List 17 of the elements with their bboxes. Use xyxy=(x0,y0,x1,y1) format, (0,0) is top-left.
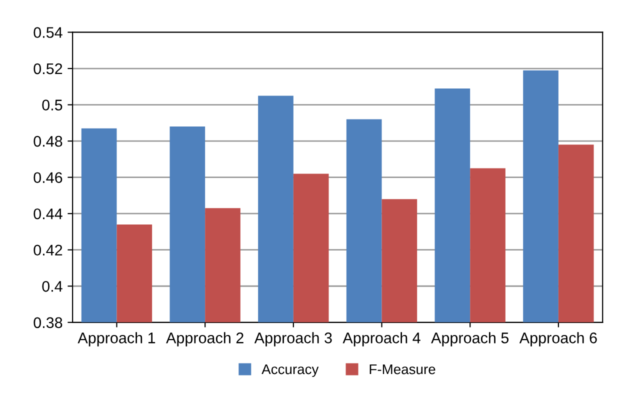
y-tick-label: 0.48 xyxy=(34,136,62,147)
legend-label: F-Measure xyxy=(370,364,436,374)
y-tick-label: 0.54 xyxy=(34,27,62,38)
y-tick-label: 0.44 xyxy=(34,208,62,220)
x-tick-label: Approach 2 xyxy=(166,332,244,346)
x-tick-label: Approach 1 xyxy=(78,332,156,346)
y-tick-label: 0.52 xyxy=(34,63,62,74)
legend-label: Accuracy xyxy=(262,364,319,377)
x-tick-label: Approach 5 xyxy=(431,332,509,346)
y-tick-label: 0.46 xyxy=(34,172,62,184)
x-tick-label: Approach 4 xyxy=(342,332,420,346)
x-tick-label: Approach 6 xyxy=(519,332,597,346)
y-tick-label: 0.38 xyxy=(34,317,62,328)
y-tick-label: 0.42 xyxy=(34,244,62,256)
y-tick-label: 0.4 xyxy=(42,281,62,292)
x-tick-label: Approach 3 xyxy=(254,332,332,346)
y-tick-label: 0.5 xyxy=(42,100,62,110)
